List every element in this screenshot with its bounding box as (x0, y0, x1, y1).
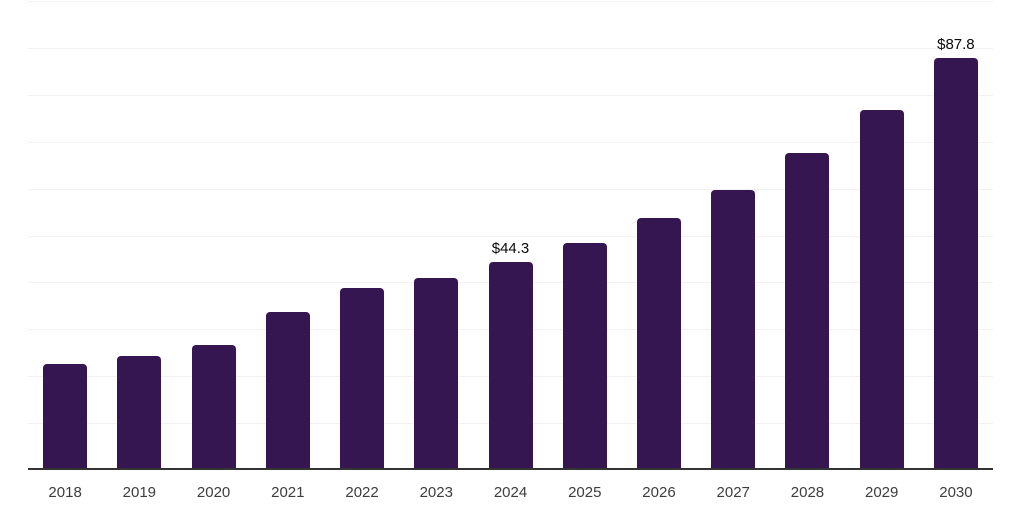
x-axis-labels: 2018 2019 2020 2021 2022 2023 2024 2025 2026 2027… (28, 484, 993, 502)
x-tick-label-2022: 2022 (345, 484, 379, 501)
x-tick-label-2021: 2021 (271, 484, 305, 501)
x-tick-label-2030: 2030 (939, 484, 973, 501)
bar-slot-2027 (696, 0, 770, 468)
bar-2029 (859, 109, 904, 468)
bar-2022 (340, 288, 385, 468)
bar-2026 (636, 218, 681, 468)
x-tick-label-2020: 2020 (196, 484, 231, 501)
value-label-2024: $44.3 (491, 240, 530, 258)
bar-slot-2024 (473, 0, 547, 468)
x-tick-label-2019: 2019 (122, 484, 157, 501)
bar-2027 (711, 189, 756, 468)
bar-2028 (785, 153, 830, 468)
bar-slot-2020 (176, 0, 250, 468)
x-tick-label-2027: 2027 (716, 484, 750, 501)
bar-slot-2025 (548, 0, 622, 468)
x-tick-label-2029: 2029 (865, 484, 899, 501)
bar-slot-2018 (28, 0, 102, 468)
bar-2023 (414, 277, 459, 468)
bar-2021 (265, 311, 310, 468)
bar-slot-2026 (622, 0, 696, 468)
bar-slot-2029 (845, 0, 919, 468)
x-tick-label-2026: 2026 (642, 484, 676, 501)
bar-slot-2019 (102, 0, 176, 468)
bar-2025 (562, 243, 607, 468)
bar-2018 (43, 364, 88, 468)
bar-2030 (933, 58, 978, 468)
gridline (28, 94, 993, 96)
bar-slot-2023 (399, 0, 473, 468)
value-label-2030: $87.8 (937, 36, 975, 54)
bars-group (28, 0, 993, 468)
bar-slot-2030 (919, 0, 993, 468)
x-tick-label-2023: 2023 (419, 484, 453, 501)
gridline (28, 141, 993, 143)
gridline (28, 0, 993, 2)
gridline (28, 47, 993, 49)
bar-2024 (488, 262, 533, 468)
x-tick-label-2028: 2028 (790, 484, 825, 501)
bar-slot-2022 (325, 0, 399, 468)
gridline (28, 235, 993, 237)
bar-2020 (191, 344, 236, 468)
bar-slot-2028 (770, 0, 844, 468)
gridline (28, 188, 993, 190)
plot-area: $44.3 $87.8 (28, 0, 993, 470)
bar-2019 (117, 356, 162, 468)
x-tick-label-2024: 2024 (493, 484, 528, 501)
x-axis-line (28, 468, 993, 470)
bar-slot-2021 (251, 0, 325, 468)
x-tick-label-2025: 2025 (568, 484, 602, 501)
x-tick-label-2018: 2018 (48, 484, 82, 501)
